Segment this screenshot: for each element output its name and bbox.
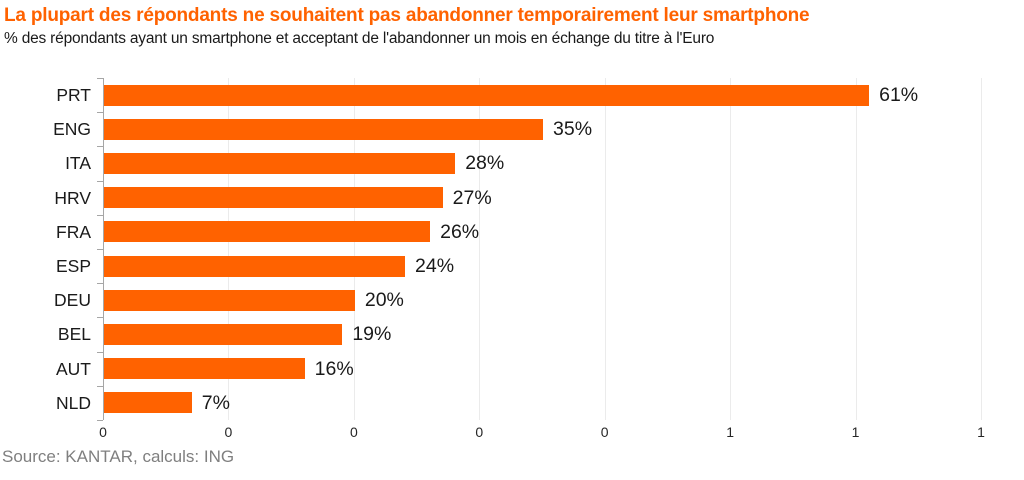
gridline xyxy=(228,78,230,420)
value-label: 7% xyxy=(201,391,230,414)
gridline xyxy=(730,78,732,420)
bar xyxy=(104,187,443,209)
gridline xyxy=(855,78,857,420)
y-axis-tick xyxy=(97,78,103,79)
y-axis-tick xyxy=(97,420,103,421)
y-axis-tick xyxy=(97,112,103,113)
bar xyxy=(104,392,192,414)
plot-area: PRT 61% ENG 35% ITA 28% HRV 27% FRA 26% ESP 24% DEU 2… xyxy=(53,78,982,421)
category-label: ENG xyxy=(53,119,91,140)
bar xyxy=(104,84,870,106)
category-label: BEL xyxy=(57,324,91,345)
category-label: HRV xyxy=(54,187,91,208)
value-label: 16% xyxy=(314,357,354,380)
bar-row: BEL 19% xyxy=(58,317,981,351)
y-axis-tick xyxy=(97,249,103,250)
source-note: Source: KANTAR, calculs: ING xyxy=(2,447,235,466)
y-axis-tick xyxy=(97,181,103,182)
gridline xyxy=(604,78,606,420)
bar xyxy=(104,289,355,311)
gridline xyxy=(981,78,982,420)
category-label: PRT xyxy=(56,85,91,105)
bar xyxy=(104,152,456,174)
bar xyxy=(104,221,431,243)
value-label: 27% xyxy=(452,186,492,209)
x-tick-label: 0 xyxy=(349,424,358,440)
value-label: 24% xyxy=(415,255,455,277)
y-axis-tick xyxy=(97,215,103,216)
bar xyxy=(104,255,406,277)
bar xyxy=(104,323,343,345)
value-label: 19% xyxy=(352,323,392,346)
category-label: ESP xyxy=(55,256,91,276)
y-axis-tick xyxy=(97,146,103,147)
bar-row: DEU 20% xyxy=(54,283,981,317)
bar xyxy=(104,358,305,380)
y-axis-line xyxy=(103,78,104,420)
bar-row: ITA 28% xyxy=(65,146,981,180)
value-label: 26% xyxy=(440,220,480,243)
x-tick-label: 0 xyxy=(99,424,107,440)
x-tick-label: 1 xyxy=(726,424,735,440)
category-label: FRA xyxy=(56,221,91,242)
y-axis-tick xyxy=(97,386,103,387)
bar-row: NLD 7% xyxy=(56,386,981,420)
category-label: ITA xyxy=(65,153,91,174)
chart-title: La plupart des répondants ne souhaitent … xyxy=(4,5,810,26)
bar-row: FRA 26% xyxy=(56,215,981,249)
value-label: 20% xyxy=(364,289,404,312)
chart-subtitle: % des répondants ayant un smartphone et … xyxy=(4,30,715,47)
bar xyxy=(104,118,543,140)
category-label: AUT xyxy=(56,358,91,379)
value-label: 28% xyxy=(465,152,505,175)
x-tick-label: 0 xyxy=(475,424,484,440)
bar-row: ESP 24% xyxy=(56,249,981,283)
bar-row: PRT 61% xyxy=(56,78,981,112)
x-tick-label: 0 xyxy=(600,424,609,440)
y-axis-tick xyxy=(97,352,103,353)
x-tick-label: 1 xyxy=(977,424,985,440)
category-label: NLD xyxy=(55,392,91,413)
gridline xyxy=(353,78,355,420)
bar-row: AUT 16% xyxy=(56,352,981,386)
value-label: 61% xyxy=(879,84,919,106)
y-axis-tick xyxy=(97,283,103,284)
value-label: 35% xyxy=(553,118,593,141)
x-tick-label: 0 xyxy=(224,424,233,440)
x-tick-label: 1 xyxy=(851,424,860,440)
gridline xyxy=(479,78,481,420)
bar-row: ENG 35% xyxy=(53,112,981,146)
bar-row: HRV 27% xyxy=(54,181,981,215)
category-label: DEU xyxy=(54,290,91,311)
y-axis-tick xyxy=(97,317,103,318)
